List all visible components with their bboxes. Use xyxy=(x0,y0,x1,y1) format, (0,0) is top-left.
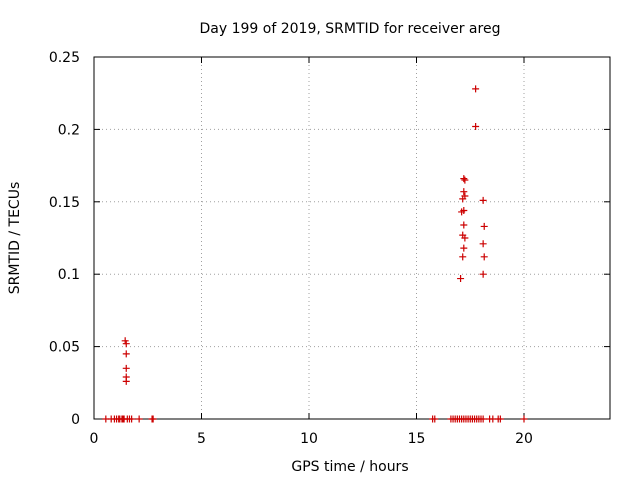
y-tick-label: 0.1 xyxy=(58,267,80,283)
data-point xyxy=(458,208,466,216)
y-tick-label: 0.25 xyxy=(49,50,80,66)
data-points xyxy=(102,85,528,423)
chart-title: Day 199 of 2019, SRMTID for receiver are… xyxy=(200,21,501,37)
x-tick-label: 0 xyxy=(90,431,99,447)
y-tick-label: 0 xyxy=(71,412,80,428)
data-point xyxy=(122,340,130,348)
data-point xyxy=(479,415,487,423)
data-point xyxy=(461,176,469,184)
y-tick-label: 0.15 xyxy=(49,195,80,211)
data-point xyxy=(472,85,480,93)
data-point xyxy=(457,275,465,283)
data-point xyxy=(128,415,136,423)
data-point xyxy=(122,350,130,358)
x-tick-label: 20 xyxy=(515,431,533,447)
data-point xyxy=(460,175,468,183)
data-point xyxy=(472,123,480,131)
y-tick-label: 0.05 xyxy=(49,340,80,356)
y-tick-label: 0.2 xyxy=(58,122,80,138)
data-point xyxy=(135,415,143,423)
data-point xyxy=(520,415,528,423)
data-point xyxy=(459,253,467,261)
data-point xyxy=(480,222,488,230)
x-tick-label: 5 xyxy=(197,431,206,447)
data-point xyxy=(461,234,469,242)
data-point xyxy=(460,188,468,196)
data-point xyxy=(431,415,439,423)
data-point xyxy=(496,415,504,423)
y-axis-label: SRMTID / TECUs xyxy=(7,182,23,295)
data-point xyxy=(460,244,468,252)
x-tick-label: 15 xyxy=(408,431,426,447)
data-point xyxy=(149,415,157,423)
grid xyxy=(94,57,610,419)
x-axis-label: GPS time / hours xyxy=(291,459,408,475)
axis-ticks: 0 5 10 15 20 0 0.05 0.1 0.15 0.2 0.25 xyxy=(49,50,610,447)
data-point xyxy=(460,221,468,229)
data-point xyxy=(480,253,488,261)
data-point xyxy=(479,240,487,248)
data-point xyxy=(122,364,130,372)
data-point xyxy=(459,195,467,203)
x-tick-label: 10 xyxy=(300,431,318,447)
data-point xyxy=(479,270,487,278)
plot-frame xyxy=(93,56,611,420)
data-point xyxy=(479,196,487,204)
data-point xyxy=(122,377,130,385)
